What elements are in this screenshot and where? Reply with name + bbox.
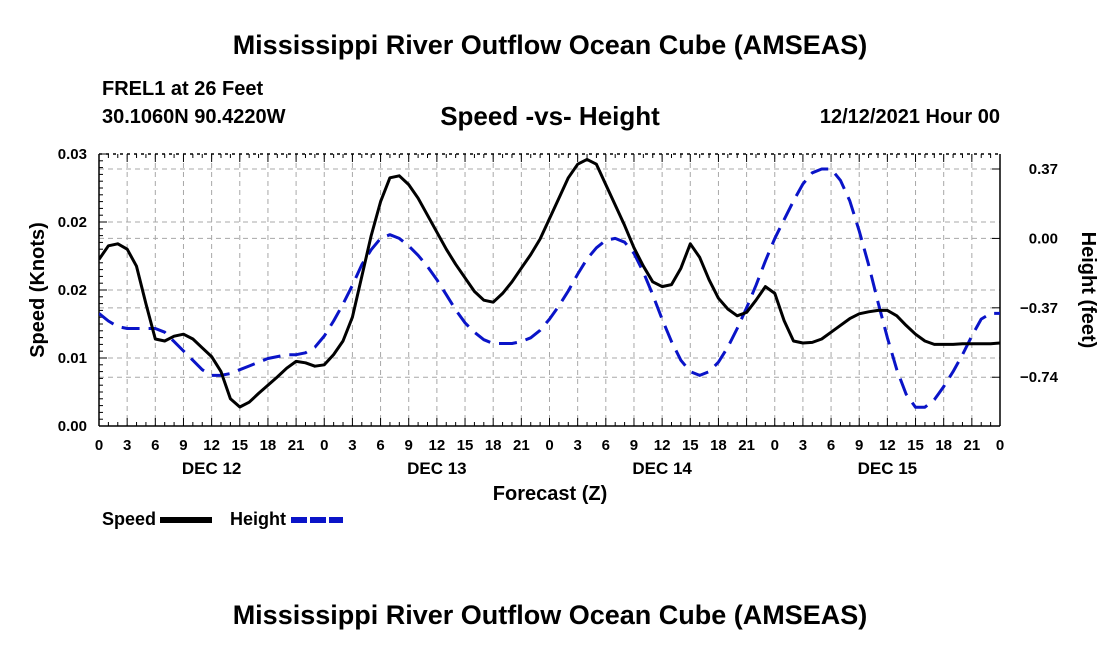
x-tick-label: 21: [288, 437, 305, 454]
y-tick-label: 0.02: [58, 282, 87, 299]
day-label: DEC 13: [407, 459, 467, 478]
y2-tick-label: −0.37: [1020, 300, 1058, 317]
coordinates-label: 30.1060N 90.4220W: [102, 106, 286, 128]
x-tick-label: 21: [738, 437, 755, 454]
x-tick-label: 6: [376, 437, 384, 454]
x-tick-label: 0: [996, 437, 1004, 454]
y-tick-label: 0.02: [58, 214, 87, 231]
y-tick-label: 0.03: [58, 146, 87, 163]
x-tick-label: 3: [799, 437, 807, 454]
x-tick-label: 0: [95, 437, 103, 454]
day-label: DEC 15: [858, 459, 918, 478]
x-tick-label: 6: [151, 437, 159, 454]
station-label: FREL1 at 26 Feet: [102, 78, 264, 100]
y-tick-label: 0.00: [58, 418, 87, 435]
legend-speed-label: Speed: [102, 509, 157, 529]
y2-axis-title: Height (feet): [1077, 232, 1099, 349]
x-tick-label: 18: [935, 437, 952, 454]
x-tick-label: 21: [513, 437, 530, 454]
legend-height-label: Height: [230, 509, 286, 529]
y-tick-label: 0.01: [58, 350, 87, 367]
x-tick-label: 12: [879, 437, 896, 454]
x-tick-label: 15: [457, 437, 474, 454]
chart-subtitle: Speed -vs- Height: [440, 101, 660, 131]
x-tick-label: 18: [710, 437, 727, 454]
x-tick-label: 6: [827, 437, 835, 454]
day-label: DEC 14: [632, 459, 692, 478]
series-speed-line: [99, 157, 1000, 409]
x-tick-label: 3: [348, 437, 356, 454]
x-tick-label: 9: [179, 437, 187, 454]
y2-tick-label: −0.74: [1020, 369, 1059, 386]
x-tick-label: 12: [203, 437, 220, 454]
x-tick-label: 0: [545, 437, 553, 454]
x-tick-label: 9: [630, 437, 638, 454]
x-tick-label: 6: [602, 437, 610, 454]
x-tick-label: 21: [964, 437, 981, 454]
x-tick-label: 12: [654, 437, 671, 454]
x-tick-label: 0: [320, 437, 328, 454]
x-tick-label: 18: [260, 437, 277, 454]
x-tick-label: 18: [485, 437, 502, 454]
series-height-line: [99, 167, 1000, 409]
main-title: Mississippi River Outflow Ocean Cube (AM…: [232, 30, 868, 60]
y2-tick-label: 0.37: [1029, 161, 1058, 178]
x-axis-title: Forecast (Z): [493, 483, 607, 505]
bottom-title: Mississippi River Outflow Ocean Cube (AM…: [232, 600, 868, 630]
y-axis-title: Speed (Knots): [27, 222, 49, 358]
x-tick-label: 0: [771, 437, 779, 454]
x-tick-label: 9: [405, 437, 413, 454]
x-tick-label: 3: [573, 437, 581, 454]
forecast-date: 12/12/2021 Hour 00: [819, 106, 1000, 128]
x-tick-label: 15: [682, 437, 699, 454]
x-tick-label: 15: [907, 437, 924, 454]
x-tick-label: 3: [123, 437, 131, 454]
day-label: DEC 12: [182, 459, 242, 478]
x-tick-label: 9: [855, 437, 863, 454]
x-tick-label: 12: [429, 437, 446, 454]
x-tick-label: 15: [231, 437, 248, 454]
y2-tick-label: 0.00: [1029, 230, 1058, 247]
